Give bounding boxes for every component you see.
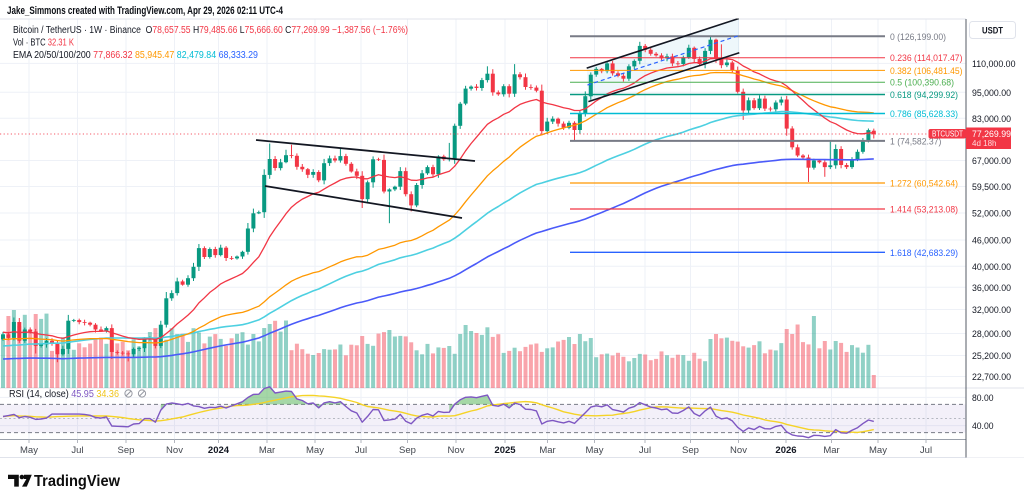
svg-text:0.236 (114,017.47): 0.236 (114,017.47) — [890, 53, 963, 63]
svg-text:110,000.00: 110,000.00 — [972, 59, 1016, 69]
svg-text:May: May — [869, 445, 887, 456]
svg-text:Jul: Jul — [920, 445, 932, 456]
svg-text:0.618 (94,299.92): 0.618 (94,299.92) — [890, 90, 958, 100]
svg-text:May: May — [306, 445, 324, 456]
svg-text:0.5 (100,390.68): 0.5 (100,390.68) — [890, 78, 954, 88]
svg-text:Bitcoin / TetherUS · 1W · Bina: Bitcoin / TetherUS · 1W · Binance O78,65… — [13, 25, 408, 36]
svg-text:95,000.00: 95,000.00 — [972, 88, 1011, 98]
svg-text:52,000.00: 52,000.00 — [972, 209, 1011, 219]
svg-text:40.00: 40.00 — [972, 421, 994, 431]
svg-text:Mar: Mar — [539, 445, 555, 456]
svg-text:EMA 20/50/100/200 77,866.32 85: EMA 20/50/100/200 77,866.32 85,945.47 82… — [13, 50, 258, 61]
svg-text:67,000.00: 67,000.00 — [972, 156, 1011, 166]
svg-text:Nov: Nov — [166, 445, 183, 456]
svg-text:May: May — [586, 445, 604, 456]
svg-text:Mar: Mar — [823, 445, 839, 456]
svg-text:Jake_Simmons created with Trad: Jake_Simmons created with TradingView.co… — [7, 5, 284, 17]
svg-text:80.00: 80.00 — [972, 393, 994, 403]
svg-text:2026: 2026 — [775, 445, 796, 456]
svg-text:Nov: Nov — [448, 445, 465, 456]
svg-text:32,000.00: 32,000.00 — [972, 305, 1011, 315]
svg-text:RSI (14, close) 45.95 34.36: RSI (14, close) 45.95 34.36 — [9, 389, 119, 400]
svg-text:Jul: Jul — [71, 445, 83, 456]
svg-text:Vol · BTC 32.31 K: Vol · BTC 32.31 K — [13, 38, 74, 49]
svg-text:May: May — [20, 445, 38, 456]
svg-text:40,000.00: 40,000.00 — [972, 262, 1011, 272]
svg-text:83,000.00: 83,000.00 — [972, 114, 1011, 124]
svg-text:0.382 (106,481.45): 0.382 (106,481.45) — [890, 66, 963, 76]
svg-text:0.786 (85,628.33): 0.786 (85,628.33) — [890, 109, 958, 119]
svg-text:1.414 (53,213.08): 1.414 (53,213.08) — [890, 205, 958, 215]
svg-text:59,500.00: 59,500.00 — [972, 182, 1011, 192]
svg-text:Sep: Sep — [399, 445, 416, 456]
svg-text:36,000.00: 36,000.00 — [972, 283, 1011, 293]
svg-text:2024: 2024 — [208, 445, 230, 456]
svg-text:1.272 (60,542.64): 1.272 (60,542.64) — [890, 179, 958, 189]
svg-text:Sep: Sep — [682, 445, 699, 456]
svg-text:77,269.99: 77,269.99 — [972, 129, 1011, 139]
svg-text:25,200.00: 25,200.00 — [972, 351, 1011, 361]
svg-text:28,000.00: 28,000.00 — [972, 329, 1011, 339]
svg-text:46,000.00: 46,000.00 — [972, 236, 1011, 246]
svg-text:Sep: Sep — [118, 445, 135, 456]
svg-text:4d 18h: 4d 18h — [972, 139, 996, 148]
svg-text:BTCUSDT: BTCUSDT — [932, 129, 963, 138]
svg-text:Nov: Nov — [730, 445, 747, 456]
svg-text:0 (126,199.00): 0 (126,199.00) — [890, 32, 946, 42]
svg-text:Jul: Jul — [355, 445, 367, 456]
svg-text:Mar: Mar — [259, 445, 275, 456]
svg-text:1 (74,582.37): 1 (74,582.37) — [890, 136, 941, 146]
svg-text:2025: 2025 — [494, 445, 516, 456]
svg-text:Jul: Jul — [639, 445, 651, 456]
svg-text:1.618 (42,683.29): 1.618 (42,683.29) — [890, 248, 958, 258]
svg-text:USDT: USDT — [982, 26, 1003, 36]
svg-text:22,700.00: 22,700.00 — [972, 372, 1011, 382]
svg-text:TradingView: TradingView — [34, 473, 121, 490]
